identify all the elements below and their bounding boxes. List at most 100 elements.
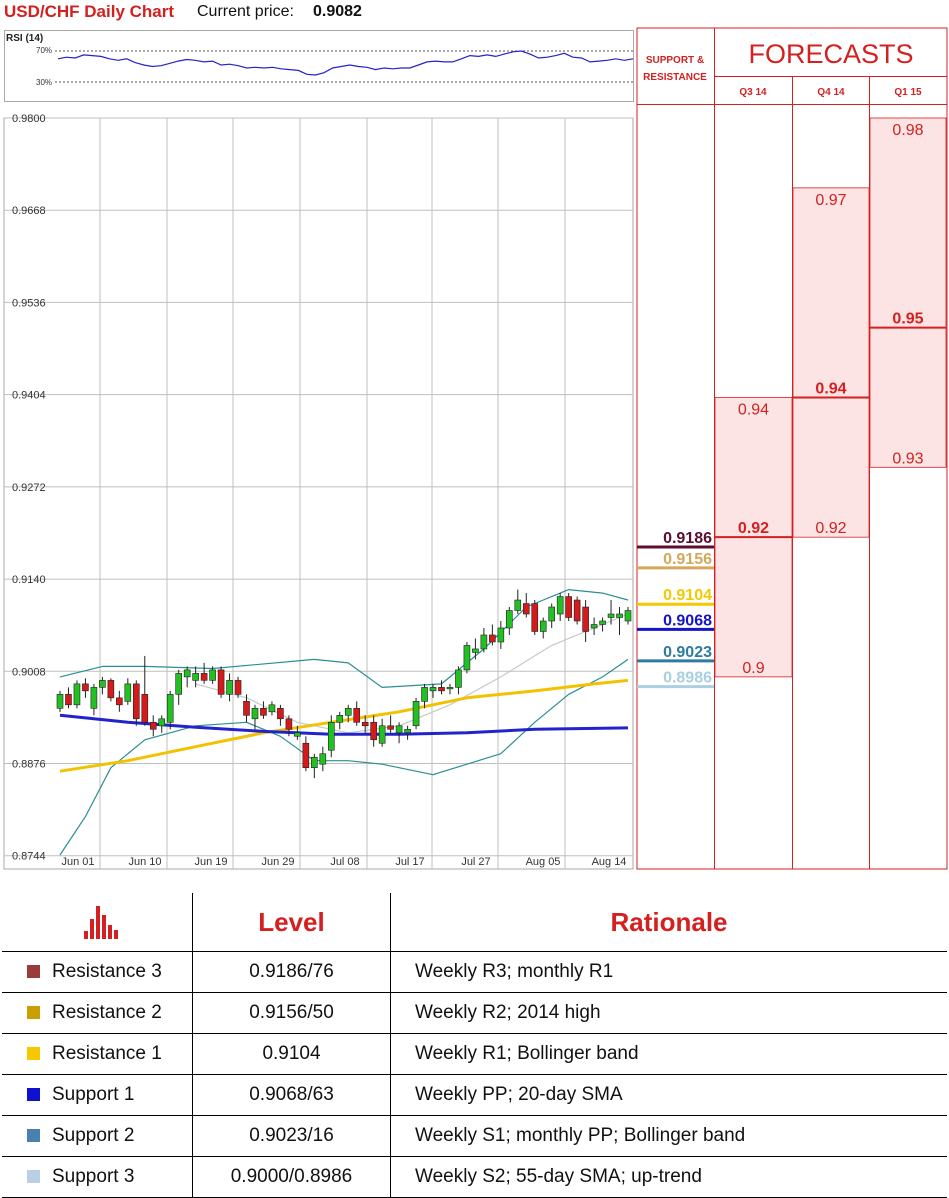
sr-level: 0.9156 [637, 551, 714, 570]
candle [200, 662, 208, 684]
level-name: Support 2 [52, 1125, 135, 1146]
candle [344, 704, 352, 723]
forecast-col-q3: Q3 14 [739, 87, 767, 98]
candle [556, 593, 564, 621]
candle [268, 701, 276, 716]
candles [56, 589, 632, 779]
candle [395, 722, 403, 744]
level-name: Resistance 3 [52, 961, 162, 982]
rsi-tick-30: 30% [36, 78, 53, 87]
level-rationale: Weekly S1; monthly PP; Bollinger band [390, 1115, 947, 1157]
candle [506, 607, 513, 635]
y-tick-label: 0.9536 [12, 297, 46, 309]
table-header-row: Level Rationale [2, 893, 947, 952]
support-resistance-levels: 0.9186 0.9156 0.9104 0.9068 0.9023 0.8986 [637, 530, 714, 689]
candle [302, 736, 310, 772]
candle [573, 596, 581, 625]
x-tick-label: Jul 17 [395, 856, 424, 868]
forecast-low: 0.9 [742, 660, 764, 677]
header-level-text: Level [258, 906, 325, 937]
table-header-rationale: Rationale [390, 893, 947, 952]
candle [251, 704, 259, 730]
level-name: Support 1 [52, 1084, 135, 1105]
table-row: Resistance 3 0.9186/76 Weekly R3; monthl… [2, 951, 947, 993]
candle [361, 715, 369, 733]
candle [192, 666, 199, 688]
forecast-values: 0.94 0.92 0.9 0.97 0.94 0.92 0.98 0.95 0.93 [738, 122, 924, 677]
level-value: 0.9156/50 [192, 992, 391, 1034]
candle [497, 620, 505, 649]
candle [319, 746, 327, 772]
forecast-low: 0.93 [892, 450, 923, 467]
x-tick-label: Jun 01 [61, 856, 94, 868]
candle [294, 725, 301, 740]
candle [480, 627, 488, 653]
current-price-label: Current price: [197, 3, 294, 20]
x-tick-label: Jun 10 [128, 856, 161, 868]
sr-level: 0.9104 [637, 587, 714, 606]
svg-text:0.9068: 0.9068 [663, 612, 712, 629]
forecast-high: 0.98 [892, 122, 923, 139]
x-tick-label: Aug 05 [526, 856, 561, 868]
candle [243, 694, 250, 723]
candle [446, 683, 454, 695]
candle [166, 690, 174, 730]
table-header-level: Level [192, 893, 391, 952]
y-tick-label: 0.9800 [12, 113, 46, 125]
plot-frame [3, 117, 634, 870]
rsi-chart [55, 50, 634, 83]
candle [421, 683, 428, 709]
axis-labels: 0.9800 0.9668 0.9536 0.9404 0.9272 0.9140 0.90… [12, 113, 626, 868]
level-swatch [27, 1129, 40, 1142]
candle [412, 697, 420, 730]
candle [514, 589, 522, 615]
sr-header-line-2: RESISTANCE [643, 72, 707, 83]
candle [404, 725, 411, 740]
level-name: Resistance 1 [52, 1043, 162, 1064]
y-tick-label: 0.8876 [12, 759, 46, 771]
level-rationale: Weekly R2; 2014 high [390, 992, 947, 1034]
candle [472, 638, 479, 660]
y-tick-label: 0.8744 [12, 851, 46, 863]
candle [132, 680, 140, 726]
candle [116, 690, 123, 712]
level-rationale: Weekly S2; 55-day SMA; up-trend [390, 1156, 947, 1198]
candle [455, 666, 462, 695]
rsi-label: RSI (14) [6, 33, 44, 44]
rsi-line [57, 50, 634, 76]
level-rationale: Weekly R3; monthly R1 [390, 951, 947, 993]
x-tick-label: Jul 08 [330, 856, 359, 868]
sr-header-line-1: SUPPORT & [646, 55, 704, 66]
candle [370, 715, 377, 747]
x-tick-label: Jul 27 [461, 856, 490, 868]
y-tick-label: 0.9668 [12, 205, 46, 217]
svg-text:0.9023: 0.9023 [663, 644, 712, 661]
rsi-panel [4, 30, 634, 102]
y-tick-label: 0.9008 [12, 666, 46, 678]
candle [124, 678, 132, 705]
level-swatch [27, 1047, 40, 1060]
candle [624, 607, 632, 625]
candle [82, 678, 89, 698]
candle [582, 600, 589, 642]
table-row: Resistance 2 0.9156/50 Weekly R2; 2014 h… [2, 992, 947, 1034]
forecast-ranges [714, 117, 947, 678]
x-tick-label: Aug 14 [592, 856, 627, 868]
table-row: Resistance 1 0.9104 Weekly R1; Bollinger… [2, 1033, 947, 1075]
candle [277, 704, 284, 726]
candle [107, 678, 115, 702]
candle [65, 687, 72, 709]
bollinger-lower-line [59, 658, 629, 856]
candle [311, 753, 318, 779]
candle [599, 617, 606, 632]
svg-text:0.9186: 0.9186 [663, 530, 712, 547]
levels-table: Level Rationale Resistance 3 0.9186/76 W… [2, 893, 947, 1198]
candle [548, 603, 556, 628]
svg-text:0.8986: 0.8986 [663, 670, 712, 687]
level-swatch [27, 965, 40, 978]
forecast-median: 0.92 [738, 520, 769, 537]
chart-title: USD/CHF Daily Chart [4, 2, 175, 21]
table-row: Support 2 0.9023/16 Weekly S1; monthly P… [2, 1115, 947, 1157]
sr-level: 0.9068 [637, 612, 714, 631]
candle [73, 680, 81, 709]
